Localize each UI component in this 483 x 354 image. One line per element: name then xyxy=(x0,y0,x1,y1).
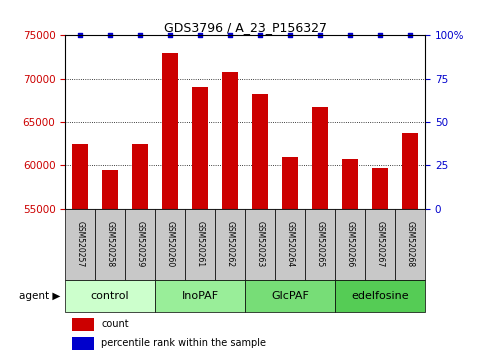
Point xyxy=(376,33,384,38)
Bar xyxy=(215,209,245,280)
Bar xyxy=(342,159,358,209)
Text: count: count xyxy=(101,319,129,329)
Bar xyxy=(125,209,155,280)
Point xyxy=(226,33,234,38)
Title: GDS3796 / A_23_P156327: GDS3796 / A_23_P156327 xyxy=(164,21,327,34)
Bar xyxy=(132,144,148,209)
Text: GSM520268: GSM520268 xyxy=(406,221,414,267)
Bar xyxy=(155,280,245,312)
Text: GSM520259: GSM520259 xyxy=(136,221,145,267)
Text: GSM520260: GSM520260 xyxy=(166,221,175,267)
Bar xyxy=(65,280,155,312)
Text: GSM520257: GSM520257 xyxy=(76,221,85,267)
Bar xyxy=(395,209,425,280)
Bar xyxy=(222,72,239,209)
Bar xyxy=(365,209,395,280)
Bar xyxy=(305,209,335,280)
Point xyxy=(286,33,294,38)
Text: GSM520267: GSM520267 xyxy=(376,221,384,267)
Point xyxy=(256,33,264,38)
Text: edelfosine: edelfosine xyxy=(351,291,409,301)
Bar xyxy=(252,95,269,209)
Bar xyxy=(72,144,88,209)
Text: GlcPAF: GlcPAF xyxy=(271,291,309,301)
Text: GSM520261: GSM520261 xyxy=(196,221,205,267)
Text: GSM520263: GSM520263 xyxy=(256,221,265,267)
Bar xyxy=(312,107,328,209)
Point xyxy=(106,33,114,38)
Point xyxy=(316,33,324,38)
Bar xyxy=(245,280,335,312)
Bar xyxy=(155,209,185,280)
Text: GSM520264: GSM520264 xyxy=(285,221,295,267)
Bar xyxy=(102,170,118,209)
Text: percentile rank within the sample: percentile rank within the sample xyxy=(101,338,266,348)
Text: control: control xyxy=(91,291,129,301)
Bar xyxy=(282,157,298,209)
Point xyxy=(196,33,204,38)
Point xyxy=(76,33,84,38)
Bar xyxy=(245,209,275,280)
Bar xyxy=(72,318,94,331)
Bar xyxy=(95,209,125,280)
Bar xyxy=(192,87,208,209)
Point xyxy=(406,33,414,38)
Bar xyxy=(65,209,95,280)
Text: GSM520265: GSM520265 xyxy=(315,221,325,267)
Bar xyxy=(372,168,388,209)
Text: GSM520262: GSM520262 xyxy=(226,221,235,267)
Bar xyxy=(162,53,178,209)
Text: GSM520258: GSM520258 xyxy=(106,221,114,267)
Point xyxy=(346,33,354,38)
Point xyxy=(136,33,144,38)
Bar xyxy=(335,209,365,280)
Bar xyxy=(335,280,425,312)
Bar xyxy=(185,209,215,280)
Text: GSM520266: GSM520266 xyxy=(345,221,355,267)
Bar xyxy=(275,209,305,280)
Point xyxy=(166,33,174,38)
Bar xyxy=(72,337,94,350)
Bar xyxy=(402,132,418,209)
Text: InoPAF: InoPAF xyxy=(182,291,219,301)
Text: agent ▶: agent ▶ xyxy=(19,291,60,301)
